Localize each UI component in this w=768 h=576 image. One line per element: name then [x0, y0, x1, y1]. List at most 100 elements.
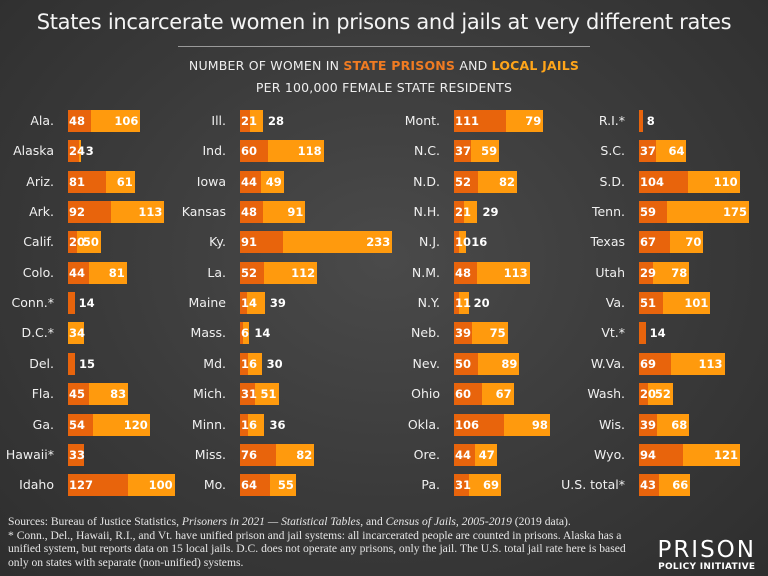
prison-value-label: 20 — [69, 235, 86, 250]
jail-value-label: 51 — [260, 387, 277, 402]
bar-state-prisons — [240, 170, 261, 193]
state-label: N.D. — [413, 173, 440, 189]
bar-state-prisons — [639, 322, 646, 345]
prison-value-label: 31 — [241, 387, 258, 402]
legend-state-prisons: STATE PRISONS — [343, 58, 456, 73]
bar-local-jails — [503, 413, 550, 436]
bar-state-prisons — [639, 443, 684, 466]
state-label: R.I.* — [598, 113, 625, 128]
state-label: La. — [207, 264, 226, 280]
bar-state-prisons — [240, 322, 243, 345]
bar-state-prisons — [454, 443, 475, 466]
jail-value-label: 36 — [269, 417, 286, 432]
jail-value-label: 121 — [714, 447, 739, 462]
bar-state-prisons — [68, 170, 107, 193]
state-label: N.H. — [413, 204, 440, 220]
prison-value-label: 29 — [640, 265, 657, 280]
jail-value-label: 175 — [722, 205, 747, 220]
jail-value-label: 66 — [672, 478, 689, 493]
bar-local-jails — [482, 383, 514, 406]
bar-state-prisons — [454, 322, 473, 345]
state-label: Kansas — [181, 204, 226, 220]
jail-value-label: 120 — [123, 417, 148, 432]
bar-local-jails — [106, 170, 135, 193]
jail-value-label: 78 — [671, 265, 688, 280]
state-label: Pa. — [421, 477, 440, 493]
bar-state-prisons — [68, 110, 91, 132]
jail-value-label: 61 — [116, 174, 133, 189]
prison-value-label: 60 — [455, 387, 472, 402]
sources-text: (2019 data). — [511, 515, 571, 528]
state-label: Alaska — [13, 143, 54, 159]
bar-local-jails — [247, 352, 262, 375]
jail-value-label: 14 — [254, 326, 271, 341]
bar-local-jails — [670, 231, 704, 254]
jail-value-label: 101 — [684, 296, 709, 311]
jail-value-label: 52 — [654, 387, 671, 402]
jail-value-label: 70 — [685, 235, 702, 250]
logo-line2: POLICY INITIATIVE — [658, 562, 756, 572]
state-label: Del. — [29, 355, 54, 371]
bar-local-jails — [270, 474, 296, 497]
subtitle-text: NUMBER OF WOMEN IN — [188, 58, 344, 73]
jail-value-label: 100 — [148, 478, 173, 493]
state-label: Conn.* — [11, 295, 54, 311]
prison-value-label: 16 — [241, 417, 258, 432]
prison-value-label: 44 — [69, 265, 86, 280]
prison-value-label: 24 — [69, 144, 86, 159]
state-label: Ariz. — [26, 173, 54, 189]
bar-local-jails — [90, 110, 141, 132]
state-label: Minn. — [191, 416, 226, 432]
prison-value-label: 59 — [640, 205, 657, 220]
bar-local-jails — [247, 413, 265, 436]
prison-value-label: 111 — [455, 114, 480, 128]
state-label: Ill. — [211, 113, 226, 128]
bar-state-prisons — [639, 170, 688, 193]
state-label: Calif. — [23, 234, 54, 250]
jail-value-label: 59 — [481, 144, 498, 159]
jail-value-label: 34 — [69, 326, 86, 341]
prison-value-label: 10 — [455, 235, 472, 250]
state-label: Mont. — [404, 113, 440, 128]
sources-text: Sources: Bureau of Justice Statistics, — [8, 515, 182, 528]
bar-state-prisons — [68, 352, 76, 375]
jail-value-label: 79 — [525, 114, 542, 128]
state-label: Ore. — [413, 446, 440, 462]
prison-value-label: 33 — [69, 447, 86, 462]
bar-local-jails — [506, 110, 544, 132]
footnote-text: * Conn., Del., Hawaii, R.I., and Vt. hav… — [8, 528, 626, 569]
bar-state-prisons — [68, 261, 89, 284]
jail-value-label: 110 — [713, 174, 738, 189]
state-label: W.Va. — [590, 355, 625, 371]
prison-value-label: 31 — [455, 478, 472, 493]
sources-text: , and — [360, 515, 386, 528]
jail-value-label: 83 — [110, 387, 127, 402]
state-label: Vt.* — [601, 325, 625, 341]
bar-local-jails — [459, 292, 469, 315]
legend-local-jails: LOCAL JAILS — [491, 58, 580, 73]
state-label: Ind. — [202, 143, 226, 159]
bar-local-jails — [88, 261, 127, 284]
jail-value-label: 233 — [366, 235, 391, 250]
state-label: Hawaii* — [5, 446, 54, 462]
jail-value-label: 30 — [266, 356, 283, 371]
bar-local-jails — [659, 474, 691, 497]
bar-state-prisons — [68, 413, 94, 436]
state-label: Okla. — [407, 416, 440, 432]
bar-local-jails — [666, 201, 749, 224]
jail-value-label: 20 — [473, 296, 490, 311]
prison-value-label: 14 — [649, 326, 666, 341]
bar-local-jails — [468, 474, 501, 497]
state-label: U.S. total* — [561, 477, 625, 493]
state-label: D.C.* — [21, 325, 54, 341]
jail-value-label: 68 — [671, 417, 688, 432]
bar-local-jails — [268, 140, 324, 163]
prison-value-label: 127 — [69, 478, 94, 493]
jail-value-label: 113 — [503, 265, 528, 280]
bar-state-prisons — [454, 110, 507, 132]
state-label: Miss. — [194, 446, 226, 462]
bar-local-jails — [474, 443, 497, 466]
jail-value-label: 16 — [471, 235, 488, 250]
bar-state-prisons — [639, 231, 671, 254]
state-label: Colo. — [22, 264, 54, 280]
